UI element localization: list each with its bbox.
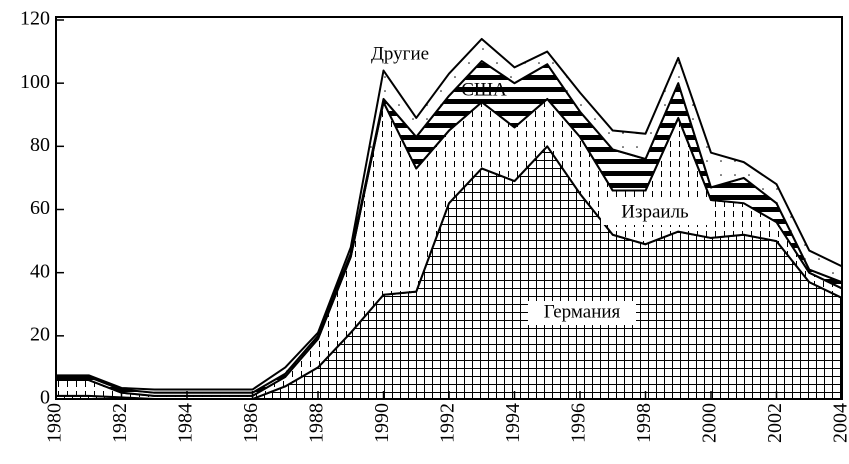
x-tick-label: 1986 xyxy=(240,403,262,443)
series-label: Германия xyxy=(544,301,621,322)
y-tick-label: 100 xyxy=(20,71,50,93)
y-tick-label: 80 xyxy=(30,134,50,156)
x-tick-label: 2000 xyxy=(699,403,721,443)
x-tick-label: 2002 xyxy=(764,403,786,443)
x-tick-label: 1988 xyxy=(306,403,328,443)
label-bg xyxy=(528,301,636,325)
label-bg xyxy=(601,201,709,225)
x-tick-label: 1996 xyxy=(568,403,590,443)
series-label: Другие xyxy=(371,43,429,64)
y-tick-label: 0 xyxy=(40,387,50,409)
y-tick-label: 40 xyxy=(30,260,50,282)
y-tick-label: 20 xyxy=(30,323,50,345)
x-tick-label: 1994 xyxy=(502,403,524,443)
x-tick-label: 1984 xyxy=(175,403,197,443)
x-tick-label: 1990 xyxy=(371,403,393,443)
x-tick-label: 1982 xyxy=(109,403,131,443)
x-tick-label: 1980 xyxy=(44,403,66,443)
x-tick-label: 2004 xyxy=(830,403,849,443)
series-label: Израиль xyxy=(621,201,689,222)
series-label: США xyxy=(461,79,507,100)
x-tick-label: 1992 xyxy=(437,403,459,443)
y-tick-label: 60 xyxy=(30,197,50,219)
x-tick-label: 1998 xyxy=(633,403,655,443)
y-tick-label: 120 xyxy=(20,8,50,30)
